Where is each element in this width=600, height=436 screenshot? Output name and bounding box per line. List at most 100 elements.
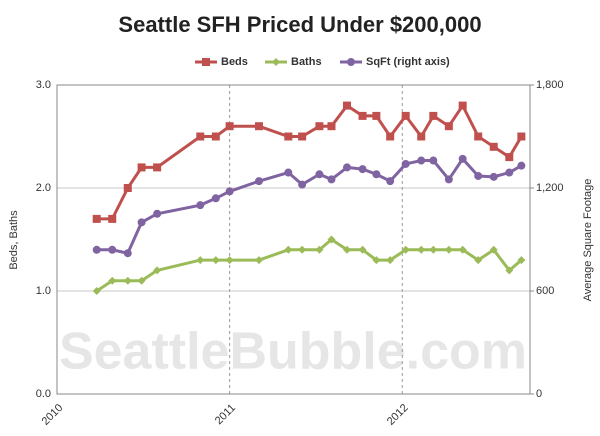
marker <box>225 187 234 196</box>
marker <box>137 276 146 285</box>
marker <box>123 276 132 285</box>
marker <box>474 171 483 180</box>
series-line <box>96 156 523 255</box>
marker <box>254 122 263 131</box>
legend-marker <box>202 58 210 66</box>
marker <box>284 132 293 141</box>
marker <box>444 175 453 184</box>
marker <box>417 132 426 141</box>
y2-tick-label: 1,200 <box>536 182 564 194</box>
marker <box>327 122 336 131</box>
marker <box>343 101 352 110</box>
legend-label: Baths <box>291 56 322 68</box>
y-tick-label: 2.0 <box>36 182 51 194</box>
marker <box>372 170 381 179</box>
chart-title: Seattle SFH Priced Under $200,000 <box>118 12 481 37</box>
marker <box>517 256 526 265</box>
marker <box>517 132 526 141</box>
marker <box>298 245 307 254</box>
legend-item: Baths <box>265 56 322 68</box>
y-tick-label: 1.0 <box>36 285 51 297</box>
marker <box>489 245 498 254</box>
x-tick-label: 2010 <box>40 402 66 428</box>
legend-label: SqFt (right axis) <box>366 56 450 68</box>
marker <box>284 245 293 254</box>
marker <box>108 276 117 285</box>
marker <box>153 266 162 275</box>
marker <box>315 122 324 131</box>
marker <box>108 214 117 223</box>
y-tick-label: 0.0 <box>36 388 51 400</box>
marker <box>401 159 410 168</box>
x-tick-label: 2012 <box>385 402 411 428</box>
legend-item: SqFt (right axis) <box>340 56 450 68</box>
marker <box>123 184 132 192</box>
marker <box>386 256 395 265</box>
marker <box>92 245 101 254</box>
marker <box>458 101 467 110</box>
watermark: SeattleBubble.com <box>59 323 527 381</box>
marker <box>137 163 146 172</box>
marker <box>92 214 101 223</box>
marker <box>254 177 263 186</box>
y2-tick-label: 1,800 <box>536 79 564 91</box>
marker <box>372 256 381 265</box>
marker <box>225 256 234 265</box>
marker <box>298 180 307 189</box>
marker <box>254 256 263 265</box>
marker <box>429 111 438 120</box>
marker <box>474 256 483 265</box>
marker <box>417 156 426 165</box>
marker <box>358 111 367 120</box>
marker <box>429 156 438 165</box>
plot-frame <box>56 84 531 395</box>
marker <box>153 209 162 218</box>
marker <box>505 153 514 162</box>
y-axis-label: Beds, Baths <box>8 210 20 270</box>
marker <box>489 172 498 181</box>
marker <box>211 256 220 265</box>
marker <box>153 163 162 172</box>
y2-axis-label: Average Square Footage <box>582 179 594 302</box>
marker <box>315 170 324 179</box>
marker <box>315 245 324 254</box>
marker <box>517 161 526 170</box>
marker <box>505 168 514 177</box>
marker <box>429 245 438 254</box>
marker <box>225 122 234 131</box>
marker <box>108 245 117 254</box>
marker <box>92 287 101 295</box>
legend-marker <box>272 58 280 66</box>
marker <box>386 132 395 141</box>
marker <box>196 256 205 265</box>
marker <box>284 168 293 177</box>
marker <box>137 218 146 227</box>
marker <box>358 165 367 174</box>
legend-item: Beds <box>195 56 248 68</box>
marker <box>211 132 220 141</box>
marker <box>196 201 205 210</box>
marker <box>474 132 483 141</box>
marker <box>401 245 410 254</box>
marker <box>298 132 307 141</box>
marker <box>327 235 336 244</box>
marker <box>401 111 410 120</box>
marker <box>417 245 426 254</box>
marker <box>444 122 453 131</box>
marker <box>444 245 453 254</box>
legend-label: Beds <box>221 56 248 68</box>
marker <box>343 163 352 172</box>
marker <box>505 266 514 275</box>
marker <box>458 245 467 254</box>
marker <box>489 142 498 151</box>
y2-tick-label: 600 <box>536 285 554 297</box>
y2-tick-label: 0 <box>536 388 542 400</box>
legend-marker <box>347 58 355 66</box>
x-tick-label: 2011 <box>213 402 238 427</box>
marker <box>358 245 367 254</box>
y-tick-label: 3.0 <box>36 79 51 91</box>
marker <box>458 154 467 163</box>
marker <box>211 194 220 203</box>
marker <box>343 245 352 254</box>
